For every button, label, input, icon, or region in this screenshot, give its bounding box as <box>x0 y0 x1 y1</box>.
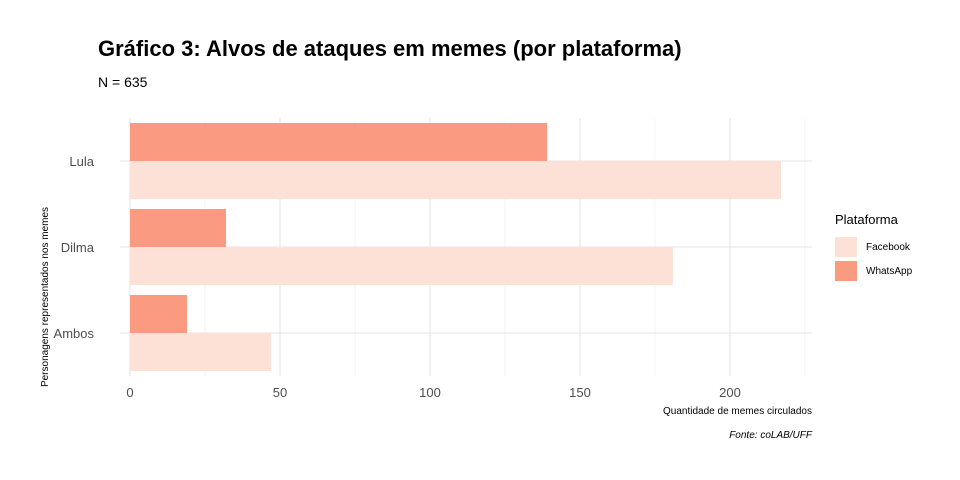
y-tick-label: Dilma <box>61 240 95 255</box>
bar-whatsapp-ambos <box>130 295 187 333</box>
bar-facebook-ambos <box>130 333 271 371</box>
bar-layer <box>130 123 781 371</box>
legend-label-whatsapp: WhatsApp <box>866 265 913 277</box>
legend-swatch-whatsapp <box>835 261 857 281</box>
bar-whatsapp-dilma <box>130 209 226 247</box>
x-tick-label: 200 <box>719 385 741 400</box>
legend-swatch-facebook <box>835 237 857 257</box>
legend: Plataforma Facebook WhatsApp <box>835 212 912 283</box>
chart-subtitle: N = 635 <box>98 74 148 90</box>
legend-item-facebook: Facebook <box>835 235 912 259</box>
y-axis-title: Personagens representados nos memes <box>40 207 51 387</box>
label-layer: 0 50 100 150 200 Lula Dilma Ambos Quantidade de … <box>40 154 813 441</box>
x-axis-title: Quantidade de memes circulados <box>663 406 812 417</box>
x-tick-label: 50 <box>273 385 287 400</box>
caption: Fonte: coLAB/UFF <box>729 430 813 441</box>
x-tick-label: 100 <box>419 385 441 400</box>
y-tick-label: Lula <box>69 154 94 169</box>
x-tick-label: 150 <box>569 385 591 400</box>
bar-facebook-lula <box>130 161 781 199</box>
x-tick-label: 0 <box>126 385 133 400</box>
y-tick-label: Ambos <box>54 326 95 341</box>
legend-item-whatsapp: WhatsApp <box>835 259 912 283</box>
legend-label-facebook: Facebook <box>866 241 910 253</box>
legend-title: Plataforma <box>835 212 898 227</box>
bar-facebook-dilma <box>130 247 673 285</box>
bar-whatsapp-lula <box>130 123 547 161</box>
chart-title: Gráfico 3: Alvos de ataques em memes (po… <box>98 36 682 61</box>
